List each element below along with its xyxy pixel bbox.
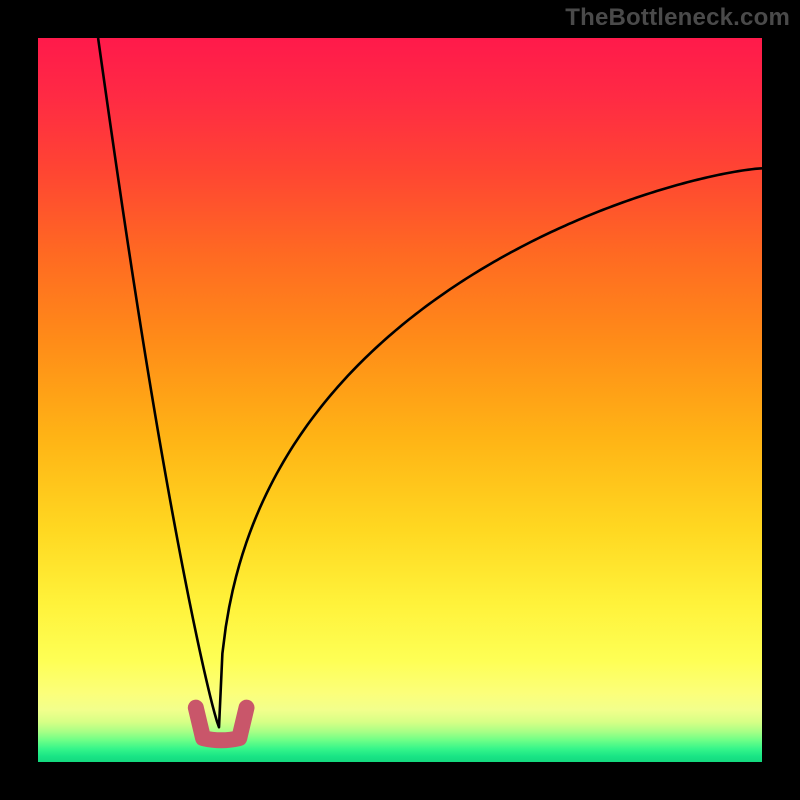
gradient-background — [38, 38, 762, 762]
bottleneck-curve-chart — [0, 0, 800, 800]
chart-container: TheBottleneck.com — [0, 0, 800, 800]
watermark-text: TheBottleneck.com — [565, 4, 790, 32]
